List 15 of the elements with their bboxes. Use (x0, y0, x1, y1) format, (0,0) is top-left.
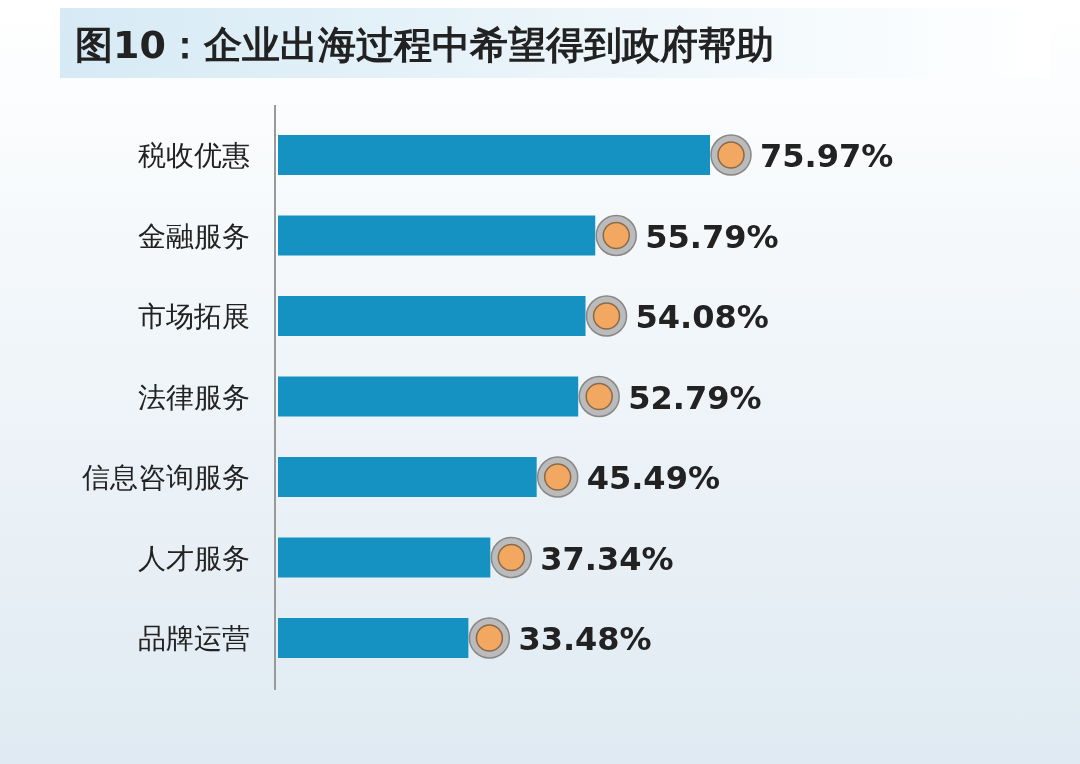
y-tick-label: 金融服务 (138, 219, 250, 253)
data-label: 52.79% (628, 378, 762, 417)
y-tick-label: 税收优惠 (138, 139, 250, 172)
data-label: 33.48% (518, 620, 652, 658)
chart-title: 图10：企业出海过程中希望得到政府帮助 (75, 23, 774, 67)
y-tick-label: 信息咨询服务 (82, 461, 250, 494)
y-tick-label: 品牌运营 (138, 622, 250, 655)
data-label: 37.34% (540, 539, 674, 578)
data-label: 55.79% (645, 217, 779, 256)
y-tick-label: 法律服务 (138, 380, 250, 414)
data-label: 45.49% (586, 459, 720, 497)
data-label: 54.08% (635, 298, 769, 336)
y-tick-label: 人才服务 (138, 541, 250, 575)
y-tick-label: 市场拓展 (138, 300, 250, 333)
data-label: 75.97% (760, 137, 894, 175)
